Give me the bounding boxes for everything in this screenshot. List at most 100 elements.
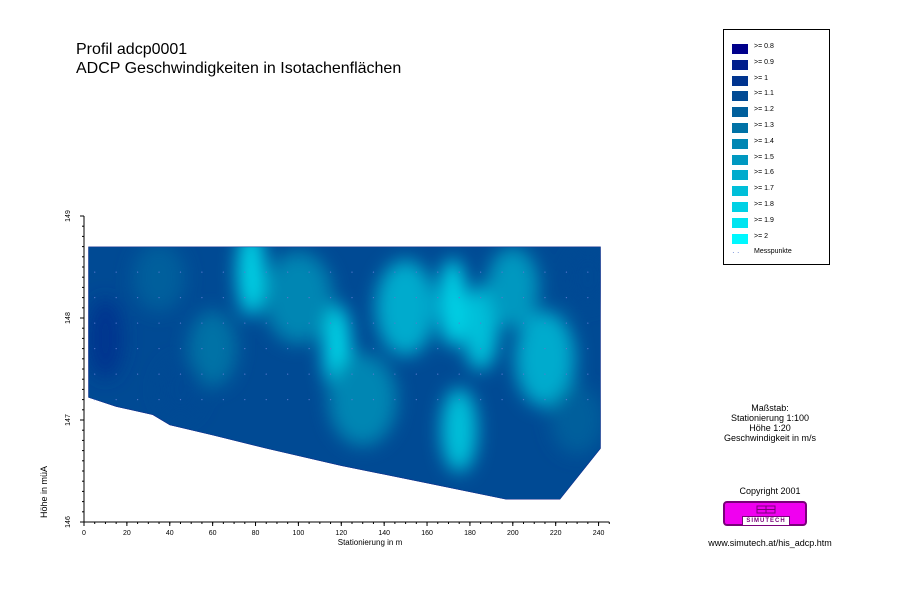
measurement-point (351, 271, 353, 273)
legend-swatch (732, 170, 748, 181)
measurement-point (265, 373, 267, 375)
measurement-point (201, 399, 203, 401)
x-tick-label: 60 (209, 530, 217, 537)
measurement-point (544, 399, 546, 401)
chart-title: Profil adcp0001 ADCP Geschwindigkeiten i… (76, 40, 401, 78)
measurement-point (244, 271, 246, 273)
logo-mark-icon (756, 505, 776, 514)
measurement-point (158, 297, 160, 299)
velocity-zone (514, 310, 575, 407)
measurement-point (115, 399, 117, 401)
velocity-zone (438, 258, 467, 347)
y-tick-label: 149 (65, 210, 72, 222)
title-line-1: Profil adcp0001 (76, 41, 188, 58)
velocity-zone (188, 310, 237, 387)
measurement-point (522, 271, 525, 273)
points-marker-icon: · · (732, 248, 740, 257)
measurement-point (287, 399, 289, 401)
measurement-point (137, 322, 139, 324)
measurement-point (265, 399, 267, 401)
measurement-point (544, 373, 546, 375)
measurement-point (137, 271, 139, 273)
measurement-point (265, 322, 267, 324)
x-tick-label: 80 (252, 530, 260, 537)
measurement-point (329, 322, 332, 324)
measurement-point (522, 348, 525, 350)
measurement-point (158, 399, 160, 401)
measurement-point (158, 373, 160, 375)
legend-swatch (732, 138, 748, 149)
measurement-point (94, 271, 96, 273)
measurement-point (308, 322, 310, 324)
measurement-point (158, 271, 160, 273)
measurement-point (565, 297, 568, 299)
measurement-point (372, 399, 375, 401)
x-tick-label: 100 (293, 530, 305, 537)
measurement-point (115, 373, 117, 375)
measurement-point (522, 373, 525, 375)
measurement-point (372, 373, 375, 375)
measurement-point (480, 271, 482, 273)
measurement-point (308, 348, 310, 350)
y-tick-label: 147 (65, 414, 72, 426)
measurement-point (501, 271, 503, 273)
website-link[interactable]: www.simutech.at/his_adcp.htm (708, 538, 832, 548)
scale-heading: Maßstab: (751, 403, 789, 413)
measurement-point (394, 373, 396, 375)
legend-swatch (732, 107, 748, 118)
measurement-point (287, 348, 289, 350)
measurement-point (437, 271, 439, 273)
measurement-point (94, 322, 96, 324)
legend-label: >= 0.9 (754, 58, 774, 66)
velocity-zone (462, 286, 499, 371)
measurement-point (415, 399, 417, 401)
measurement-point (158, 348, 160, 350)
measurement-point (437, 322, 439, 324)
measurement-point (329, 399, 332, 401)
x-tick-label: 20 (123, 530, 131, 537)
measurement-point (544, 271, 546, 273)
y-tick-label: 148 (65, 312, 72, 324)
measurement-point (115, 297, 117, 299)
velocity-zone (375, 259, 436, 356)
measurement-point (329, 297, 332, 299)
measurement-point (201, 348, 203, 350)
measurement-point (222, 348, 224, 350)
measurement-point (179, 373, 182, 375)
measurement-point (565, 348, 568, 350)
measurement-point (201, 322, 203, 324)
measurement-point (244, 322, 246, 324)
measurement-point (351, 373, 353, 375)
measurement-point (501, 297, 503, 299)
measurement-point (329, 271, 332, 273)
measurement-point (587, 399, 589, 401)
measurement-point (265, 271, 267, 273)
measurement-point (458, 373, 460, 375)
measurement-point (265, 348, 267, 350)
velocity-zone (264, 251, 333, 344)
measurement-point (565, 271, 568, 273)
measurement-point (137, 373, 139, 375)
measurement-point (565, 322, 568, 324)
legend-swatch (732, 217, 748, 228)
measurement-point (437, 399, 439, 401)
measurement-point (222, 297, 224, 299)
measurement-point (458, 271, 460, 273)
measurement-point (308, 271, 310, 273)
measurement-point (201, 297, 203, 299)
measurement-point (222, 399, 224, 401)
measurement-point (437, 348, 439, 350)
measurement-point (244, 348, 246, 350)
measurement-point (222, 322, 224, 324)
velocity-zone (328, 353, 397, 446)
measurement-point (415, 271, 417, 273)
scale-station: Stationierung 1:100 (730, 413, 810, 423)
measurement-point (372, 297, 375, 299)
simutech-logo[interactable]: SIMUTECH (723, 501, 807, 526)
legend-label: >= 1 (754, 74, 769, 82)
measurement-point (94, 399, 96, 401)
measurement-point (458, 348, 460, 350)
legend: >= 0.8 >= 0.9 >= 1 >= 1.1 >= 1.2 >= 1.3 >= 1.4… (723, 29, 830, 265)
legend-swatch (732, 186, 748, 197)
measurement-point (372, 271, 375, 273)
